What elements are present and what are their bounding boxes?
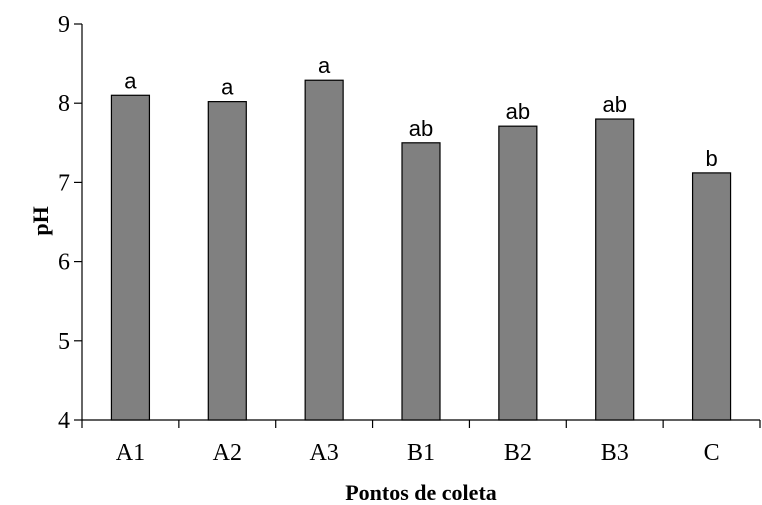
- x-tick-label: B1: [407, 440, 435, 466]
- y-tick-label: 7: [58, 170, 70, 196]
- y-axis: 4 5 6 7 8 9: [58, 12, 83, 434]
- y-tick-label: 5: [58, 329, 70, 355]
- y-axis-title: pH: [28, 206, 53, 235]
- x-axis: A1 A2 A3 B1 B2 B3 C: [81, 419, 761, 466]
- data-label-group: a a a ab ab ab b: [124, 53, 717, 171]
- bar-a3: [304, 79, 344, 421]
- x-tick-label: A3: [309, 440, 338, 466]
- x-tick-label: C: [704, 440, 720, 466]
- x-tick-label: B3: [601, 440, 629, 466]
- bar-a2: [207, 101, 247, 421]
- x-tick-label: B2: [504, 440, 532, 466]
- bar-series: [110, 79, 732, 421]
- data-label: a: [318, 53, 331, 78]
- bar-c: [691, 172, 732, 421]
- data-label: a: [124, 68, 137, 93]
- bar-a1: [110, 94, 151, 421]
- data-label: a: [221, 75, 234, 100]
- data-label: b: [705, 146, 717, 171]
- x-tick-label: A2: [213, 440, 242, 466]
- bar-b3: [595, 118, 635, 421]
- x-axis-title: Pontos de coleta: [345, 480, 497, 505]
- data-label: ab: [409, 116, 433, 141]
- data-label: ab: [506, 99, 530, 124]
- bar-b1: [401, 142, 441, 421]
- y-tick-label: 4: [58, 408, 70, 434]
- data-label: ab: [602, 92, 626, 117]
- y-tick-label: 8: [58, 91, 70, 117]
- y-tick-label: 6: [58, 250, 70, 276]
- bar-b2: [498, 125, 538, 421]
- y-tick-label: 9: [58, 12, 70, 38]
- x-tick-label: A1: [116, 440, 145, 466]
